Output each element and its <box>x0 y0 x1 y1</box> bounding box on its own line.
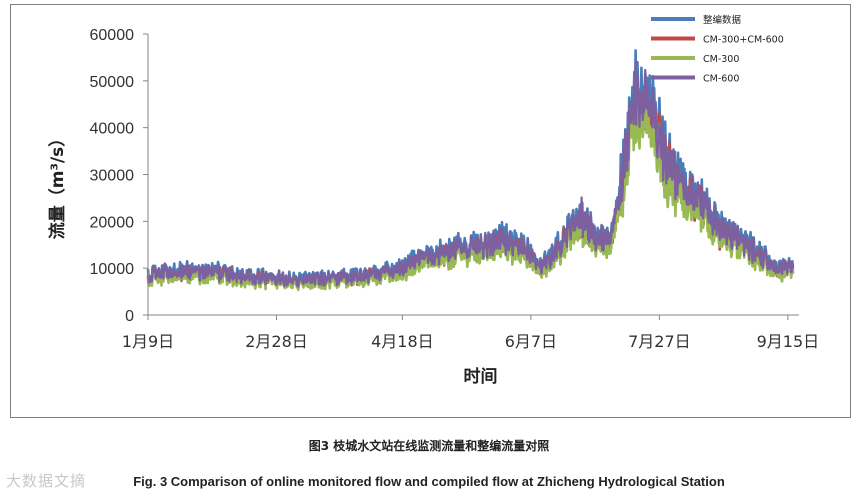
y-tick-label: 0 <box>125 308 134 325</box>
flow-comparison-chart: 0 10000 20000 30000 40000 50000 60000 1月9日 2月28日… <box>11 5 850 417</box>
y-tick-label: 30000 <box>90 168 135 185</box>
legend: 整编数据 CM-300+CM-600 CM-300 CM-600 <box>651 14 784 85</box>
x-tick-label: 9月15日 <box>757 332 820 351</box>
y-tick-label: 10000 <box>90 261 135 278</box>
legend-label: CM-300+CM-600 <box>703 35 784 46</box>
x-tick-label: 4月18日 <box>371 332 434 351</box>
y-tick-label: 40000 <box>90 121 135 138</box>
y-tick-label: 20000 <box>90 214 135 231</box>
chart-frame: 0 10000 20000 30000 40000 50000 60000 1月9日 2月28日… <box>10 4 851 418</box>
x-tick-label: 6月7日 <box>505 332 557 351</box>
y-axis-title: 流量（m³/s） <box>47 130 68 240</box>
y-tick-label: 50000 <box>90 74 135 91</box>
x-tick-label: 7月27日 <box>628 332 691 351</box>
x-axis-title: 时间 <box>464 366 498 387</box>
legend-label: CM-300 <box>703 54 739 65</box>
figure-caption-english: Fig. 3 Comparison of online monitored fl… <box>0 474 858 489</box>
figure-caption-chinese: 图3 枝城水文站在线监测流量和整编流量对照 <box>0 437 858 454</box>
legend-label: 整编数据 <box>703 14 742 26</box>
y-tick-label: 60000 <box>90 27 135 44</box>
x-tick-label: 2月28日 <box>245 332 308 351</box>
watermark-logo: 大数据文摘 <box>6 470 86 491</box>
legend-label: CM-600 <box>703 74 739 85</box>
series-lines <box>148 50 793 290</box>
series-line <box>148 60 793 287</box>
x-tick-label: 1月9日 <box>122 332 174 351</box>
